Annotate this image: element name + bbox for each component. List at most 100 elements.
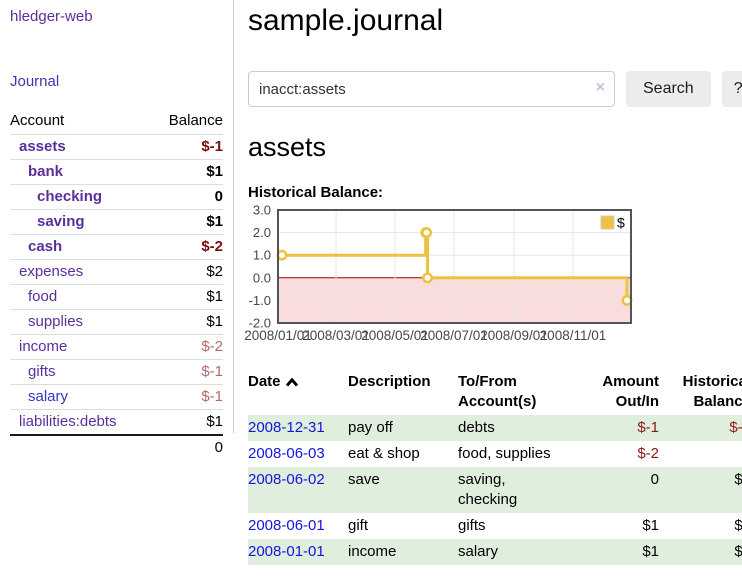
account-link-liabilities-debts[interactable]: liabilities:debts [19,413,117,430]
account-balance: 0 [151,184,223,210]
search-input[interactable] [248,71,615,107]
transaction-date-cell: 2008-01-01 [248,539,344,565]
account-balance: $-1 [151,134,223,160]
svg-text:2008/03/01: 2008/03/01 [302,328,370,343]
transaction-date-link[interactable]: 2008-01-01 [248,543,325,560]
account-row: liabilities:debts $1 [10,409,223,435]
sidebar-item-journal[interactable]: Journal [10,73,60,90]
svg-text:2008/11/01: 2008/11/01 [540,328,607,343]
accounts-total-row: 0 [10,434,223,460]
account-row: cash $-2 [10,234,223,260]
transaction-balance: $2 [734,517,742,534]
account-link-gifts[interactable]: gifts [28,363,56,380]
account-link-expenses[interactable]: expenses [19,263,84,280]
account-link-food[interactable]: food [28,288,58,305]
transaction-accounts: gifts [458,517,486,534]
transaction-date-link[interactable]: 2008-06-03 [248,445,325,462]
sidebar: hledger-web Journal Account Balance asse… [0,0,224,460]
svg-text:$: $ [617,215,625,231]
account-link-supplies[interactable]: supplies [28,313,84,330]
account-row: gifts $-1 [10,359,223,385]
svg-text:0.0: 0.0 [253,270,271,285]
transaction-balance: 0 [663,441,742,467]
account-row: food $1 [10,284,223,310]
account-balance: $1 [151,284,223,310]
account-row: saving $1 [10,209,223,235]
account-link-income[interactable]: income [19,338,68,355]
svg-text:2.0: 2.0 [253,225,271,240]
transaction-accounts: food, supplies [458,445,551,462]
sort-ascending-icon [285,373,298,393]
transaction-description: gift [348,517,369,534]
transaction-amount: $1 [642,517,659,534]
account-balance: $1 [151,309,223,335]
account-heading: assets [248,132,327,162]
transaction-date-link[interactable]: 2008-06-01 [248,517,325,534]
sidebar-divider [233,0,234,433]
register-row: 2008-06-03 eat & shop food, supplies $-20 [248,441,742,467]
transaction-date-cell: 2008-12-31 [248,415,344,441]
transaction-amount: $1 [642,543,659,560]
balance-column-header: Balance [168,112,223,129]
help-button[interactable]: ? [721,71,742,107]
svg-text:2008/05/01: 2008/05/01 [361,328,429,343]
page-title: sample.journal [248,4,444,37]
app-title-link[interactable]: hledger-web [10,8,93,25]
account-row: expenses $2 [10,259,223,285]
account-row: bank $1 [10,159,223,185]
account-link-assets[interactable]: assets [19,138,66,155]
register-row: 2008-01-01 income salary $1 $1 [248,539,742,565]
transaction-accounts: saving, checking [458,471,518,508]
account-column-header: Account [10,112,65,129]
account-balance: $-2 [151,334,223,360]
register-row: 2008-06-01 gift gifts $1 $2 [248,513,742,539]
transaction-description: income [348,543,397,560]
account-balance: $1 [151,159,223,185]
register-row: 2008-12-31 pay off debts $-1 $-1 [248,415,742,441]
account-balance: $1 [151,209,223,235]
chart-svg: 3.0 2.0 1.0 0.0 -1.0 -2.02008/01/012008/03/01… [244,203,633,343]
register-row: 2008-06-02 save saving, checking 0 $2 [248,467,742,513]
account-balance: $1 [151,409,223,435]
transaction-amount: 0 [650,471,659,488]
transaction-date-link[interactable]: 2008-06-02 [248,471,325,488]
svg-text:2008/07/01: 2008/07/01 [420,328,488,343]
transaction-description: save [348,471,380,488]
account-row: checking 0 [10,184,223,210]
main-content: sample.journal × Search ? assets Histori… [244,0,742,565]
account-balance: $-1 [151,384,223,410]
account-link-checking[interactable]: checking [37,188,103,205]
transaction-date-cell: 2008-06-01 [248,513,344,539]
account-row: assets $-1 [10,134,223,160]
accounts-balance-table: Account Balance assets $-1 bank $1 checking 0… [10,108,223,460]
historical-balance-chart: 3.0 2.0 1.0 0.0 -1.0 -2.0 2008/01/01 2008/03/01… [244,203,688,348]
transaction-balance: $-1 [729,419,742,436]
transaction-date-cell: 2008-06-02 [248,467,344,513]
transaction-date-cell: 2008-06-03 [248,441,344,467]
transaction-amount: $-2 [637,445,659,462]
search-bar: × Search ? [248,71,742,107]
accounts-column-header: To/From Account(s) [458,373,537,410]
account-link-cash[interactable]: cash [28,238,63,255]
transaction-accounts: debts [458,419,495,436]
transaction-balance: $1 [734,543,742,560]
account-row: salary $-1 [10,384,223,410]
account-link-saving[interactable]: saving [37,213,85,230]
date-column-header[interactable]: Date [248,369,344,415]
svg-text:2008/09/01: 2008/09/01 [480,328,548,343]
register-table: Date Description To/From Account(s) Amou… [248,369,742,565]
svg-text:1.0: 1.0 [253,248,271,263]
description-column-header: Description [348,373,431,390]
amount-column-header: Amount Out/In [602,373,659,410]
transaction-description: eat & shop [348,445,420,462]
account-row: income $-2 [10,334,223,360]
transaction-date-link[interactable]: 2008-12-31 [248,419,325,436]
search-button[interactable]: Search [626,71,711,107]
clear-search-icon[interactable]: × [595,79,605,96]
account-balance: $-1 [151,359,223,385]
account-link-bank[interactable]: bank [28,163,64,180]
transaction-description: pay off [348,419,393,436]
register-header-row: Date Description To/From Account(s) Amou… [248,369,742,415]
svg-text:-2.0: -2.0 [249,316,271,331]
account-link-salary[interactable]: salary [28,388,69,405]
